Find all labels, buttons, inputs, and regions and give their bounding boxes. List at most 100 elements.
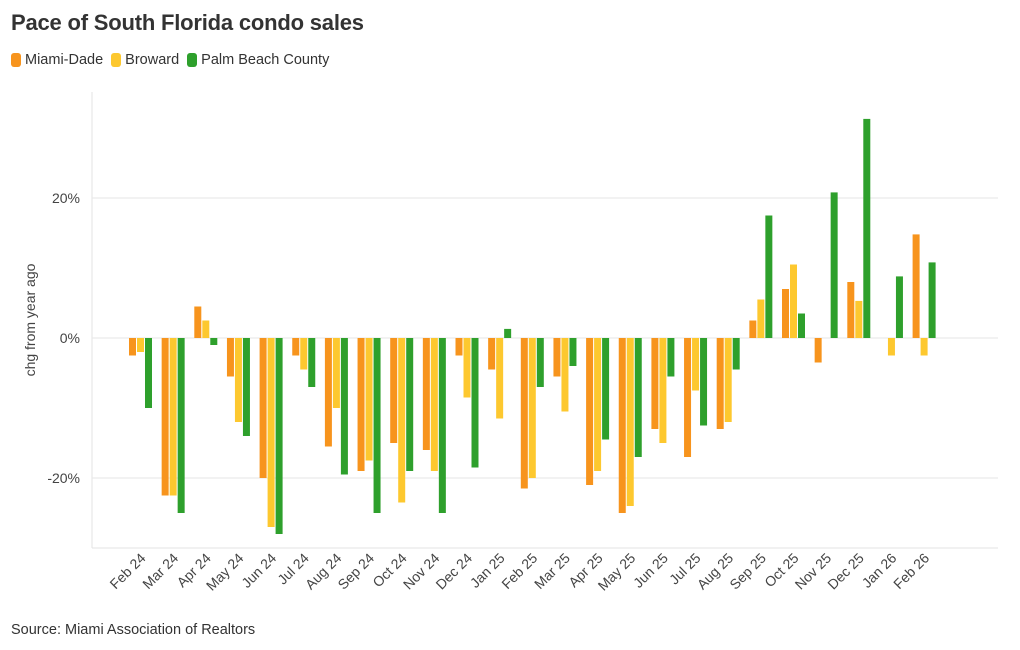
x-tick-label: Jun 25 xyxy=(630,550,671,591)
bar-broward xyxy=(692,338,700,391)
bar-palm-beach xyxy=(863,118,871,339)
bar-palm-beach xyxy=(340,338,348,475)
bar-miami-dade xyxy=(912,234,920,338)
x-tick-label: Dec 24 xyxy=(432,550,475,593)
legend-swatch-broward xyxy=(111,53,122,67)
x-tick-label: Mar 25 xyxy=(531,550,573,592)
legend-item-palm-beach: Palm Beach County xyxy=(187,52,329,68)
bar-broward xyxy=(724,338,732,422)
bar-miami-dade xyxy=(814,338,822,363)
bar-palm-beach xyxy=(602,338,610,440)
legend-label-palm-beach: Palm Beach County xyxy=(201,52,330,68)
chart-title: Pace of South Florida condo sales xyxy=(11,10,364,35)
bar-palm-beach xyxy=(504,328,512,338)
bar-palm-beach xyxy=(373,338,381,513)
legend-swatch-palm-beach xyxy=(187,53,198,67)
bar-palm-beach xyxy=(765,215,773,338)
bar-palm-beach xyxy=(895,276,903,338)
bar-broward xyxy=(300,338,308,370)
x-tick-label: Sep 25 xyxy=(726,550,769,593)
legend-swatch-miami-dade xyxy=(11,53,21,67)
bar-palm-beach xyxy=(177,338,185,513)
x-tick-label: Sep 24 xyxy=(334,550,377,593)
y-tick-label: 20% xyxy=(52,190,80,206)
x-tick-label: Feb 25 xyxy=(498,550,540,592)
bar-broward xyxy=(202,320,210,338)
bar-broward xyxy=(790,264,797,338)
bar-palm-beach xyxy=(569,338,577,366)
legend-label-miami-dade: Miami-Dade xyxy=(25,52,104,68)
bar-miami-dade xyxy=(488,338,496,370)
bar-miami-dade xyxy=(161,338,169,496)
x-tick-label: May 24 xyxy=(203,550,247,594)
bar-miami-dade xyxy=(553,338,561,377)
x-tick-label: Jun 24 xyxy=(238,550,279,591)
bar-miami-dade xyxy=(749,320,757,338)
bar-miami-dade xyxy=(194,306,202,338)
bar-miami-dade xyxy=(259,338,267,478)
bar-miami-dade xyxy=(455,338,463,356)
bar-palm-beach xyxy=(308,338,316,387)
bar-broward xyxy=(626,338,634,506)
bar-palm-beach xyxy=(928,262,936,338)
y-tick-label: -20% xyxy=(47,470,80,486)
bar-broward xyxy=(594,338,602,471)
source-note: Source: Miami Association of Realtors xyxy=(11,622,256,638)
bar-broward xyxy=(365,338,373,461)
x-tick-label: Feb 26 xyxy=(890,550,932,592)
bar-miami-dade xyxy=(292,338,300,356)
legend-label-broward: Broward xyxy=(125,52,180,68)
legend: Miami-Dade Broward Palm Beach County xyxy=(11,52,337,68)
bar-broward xyxy=(496,338,504,419)
bar-palm-beach xyxy=(471,338,479,468)
legend-item-miami-dade: Miami-Dade xyxy=(11,52,103,68)
bar-palm-beach xyxy=(634,338,642,457)
bar-broward xyxy=(463,338,471,398)
y-tick-label: 0% xyxy=(60,330,80,346)
bar-broward xyxy=(920,338,928,356)
bar-miami-dade xyxy=(651,338,659,429)
bar-miami-dade xyxy=(684,338,692,457)
bar-broward xyxy=(267,338,275,527)
bar-palm-beach xyxy=(732,338,740,370)
bar-broward xyxy=(234,338,242,422)
x-tick-label: Feb 24 xyxy=(106,550,148,592)
bar-broward xyxy=(757,299,765,338)
bar-palm-beach xyxy=(145,338,152,408)
bar-palm-beach xyxy=(438,338,446,513)
bar-palm-beach xyxy=(275,338,283,534)
bar-miami-dade xyxy=(357,338,365,471)
bar-broward xyxy=(561,338,569,412)
bar-palm-beach xyxy=(700,338,708,426)
bar-miami-dade xyxy=(324,338,332,447)
bar-palm-beach xyxy=(830,192,838,338)
bar-palm-beach xyxy=(536,338,544,387)
bar-miami-dade xyxy=(520,338,528,489)
bar-palm-beach xyxy=(798,313,805,338)
bar-miami-dade xyxy=(618,338,626,513)
x-tick-label: Dec 25 xyxy=(824,550,867,593)
y-axis-title: chg from year ago xyxy=(22,263,38,376)
x-tick-label: Mar 24 xyxy=(139,550,181,592)
bar-broward xyxy=(398,338,406,503)
bar-broward xyxy=(169,338,177,496)
bar-broward xyxy=(137,338,144,352)
bar-palm-beach xyxy=(210,338,218,345)
bar-miami-dade xyxy=(390,338,398,443)
bar-miami-dade xyxy=(129,338,136,356)
bar-palm-beach xyxy=(667,338,675,377)
bar-broward xyxy=(528,338,536,478)
bar-miami-dade xyxy=(586,338,594,485)
bar-miami-dade xyxy=(422,338,430,450)
bar-broward xyxy=(430,338,438,471)
bar-miami-dade xyxy=(226,338,234,377)
x-tick-label: May 25 xyxy=(595,550,639,594)
bar-broward xyxy=(855,300,863,338)
bar-miami-dade xyxy=(847,282,855,338)
bar-broward xyxy=(332,338,340,408)
bar-broward xyxy=(887,338,895,356)
bar-broward xyxy=(659,338,667,443)
bar-miami-dade xyxy=(782,289,789,338)
bar-palm-beach xyxy=(242,338,250,436)
